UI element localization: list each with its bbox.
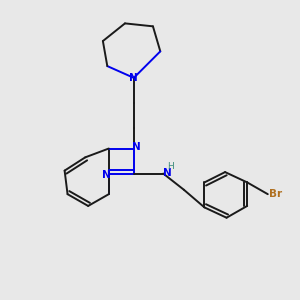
Text: N: N [132, 142, 140, 152]
Text: N: N [129, 74, 138, 83]
Text: Br: Br [269, 189, 282, 199]
Text: H: H [167, 162, 174, 171]
Text: N: N [102, 170, 111, 180]
Text: N: N [163, 168, 172, 178]
